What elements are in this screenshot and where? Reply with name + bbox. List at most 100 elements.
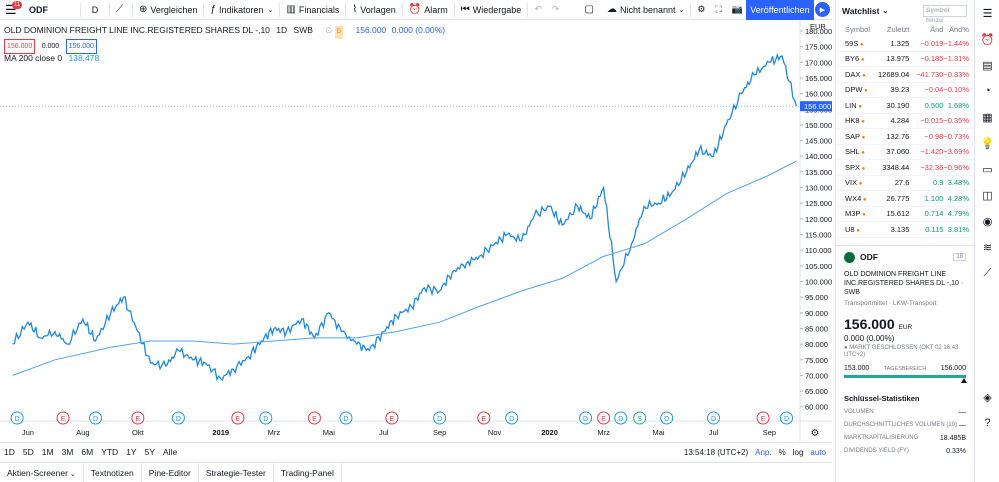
watchlist-row[interactable]: U8 ● 3.135 0.115 3.81% [836, 222, 973, 238]
publish-button[interactable]: Veröffentlichen [746, 0, 814, 20]
bottom-tab[interactable]: Aktien-Screener ⌄ [0, 462, 84, 482]
row-last: 27.6 [894, 178, 910, 188]
watchlist-row[interactable]: WX4 ● 26.775 1.100 4.28% [836, 191, 973, 207]
dividend-marker [505, 411, 519, 425]
right-toolbar: ☰ ⏰ ▤ ◔ ▦ 💡 ▭ ◫ ◉ ≋ ⟋ ◈? [974, 0, 999, 482]
market-status: ● MARKT GESCHLOSSEN (OKT 02 16:43 UTC+2) [844, 345, 959, 358]
watchlist-row[interactable]: DPW ● 39.23 −0.04 −0.10% [836, 83, 973, 98]
plus-circle-icon: ⊕ [139, 4, 148, 15]
timeframe-5d[interactable]: 5D [22, 446, 34, 457]
percent-toggle[interactable]: % [778, 447, 786, 457]
play-button[interactable]: ▶ [815, 2, 830, 17]
timeframe-6m[interactable]: 6M [81, 446, 94, 457]
layout-button[interactable]: ▢ [580, 0, 602, 20]
watchlist-row[interactable]: SAP ● 132.76 −0.98 −0.73% [836, 129, 973, 145]
timeframe-5y[interactable]: 5Y [144, 446, 155, 457]
ask-pill[interactable]: 156.000 [65, 39, 97, 54]
alarm-clock-icon[interactable]: ⏰ [980, 33, 995, 46]
bottom-tab[interactable]: Strategie-Tester [199, 462, 274, 482]
calendar-icon[interactable]: ▦ [982, 111, 993, 124]
chart-area[interactable]: 60.000 65.000 70.000 75.000 80.000 85.000 90.0… [0, 21, 832, 441]
status-dot-icon: ● [859, 119, 865, 126]
col-symbol[interactable]: Symbol [845, 24, 871, 34]
fullscreen-button[interactable]: ⛶ [710, 0, 726, 20]
layers-icon[interactable]: ◈ [983, 391, 992, 404]
snapshot-button[interactable]: 📷 [727, 0, 748, 20]
timeframe-alle[interactable]: Alle [163, 446, 178, 457]
watchlist-row[interactable]: BY6 ● 13.975 −0.185 −1.31% [836, 52, 973, 67]
replay-button[interactable]: ⏮ Wiedergabe [456, 0, 527, 20]
watchlist-row[interactable]: VIX ● 27.6 0.9 3.48% [836, 176, 973, 191]
row-last: 1.325 [890, 38, 910, 48]
auto-toggle[interactable]: auto [810, 447, 826, 457]
col-change[interactable]: Änd [930, 24, 944, 34]
col-last[interactable]: Zuletzt [886, 24, 910, 34]
timeframe-ytd[interactable]: YTD [101, 446, 119, 457]
chat-icon[interactable]: ▭ [982, 163, 993, 176]
detail-sector[interactable]: Transportmittel · LKW-Transport [844, 300, 937, 307]
interval-select[interactable]: D [91, 4, 99, 15]
price-chart[interactable]: 60.000 65.000 70.000 75.000 80.000 85.000 90.0… [0, 21, 832, 441]
col-change-pct[interactable]: Änd% [949, 24, 970, 34]
watchlist-row[interactable]: 59S ● 1.325 −0.019 −1.44% [836, 36, 973, 52]
indicators-button[interactable]: ƒ Indikatoren ⌄ [205, 0, 278, 20]
symbol-search[interactable]: ODF [29, 4, 48, 15]
ma-label: MA 200 close 0 [4, 53, 63, 63]
status-dot-icon: ● [860, 72, 866, 79]
signal-icon[interactable]: ≋ [982, 241, 993, 254]
watchlist-row[interactable]: LIN ● 30.190 0.500 1.68% [836, 98, 973, 114]
hotlist-icon[interactable]: ◔ [984, 85, 991, 97]
menu-button[interactable]: ☰ 11 [0, 0, 24, 20]
status-dot-icon: ● [862, 88, 868, 95]
currency-label: EUR [810, 22, 826, 31]
undo-button[interactable]: ↶ [529, 0, 547, 20]
redo-button[interactable]: ↷ [547, 0, 565, 20]
streams-icon[interactable]: ◉ [982, 215, 993, 228]
legend-change: 0.000 (0.00%) [391, 25, 446, 35]
y-tick-label: 180.000 [805, 27, 832, 36]
compare-button[interactable]: ⊕ Vergleichen [134, 0, 202, 20]
templates-button[interactable]: ⌇ Vorlagen [347, 0, 400, 20]
help-icon[interactable]: ? [984, 417, 991, 429]
adjust-toggle[interactable]: Anp. [755, 447, 772, 457]
bottom-tab[interactable]: Trading-Panel [274, 462, 342, 482]
chart-style-button[interactable]: ⟋ [111, 0, 131, 20]
layout-name-button[interactable]: ☁ Nicht benannt ⌄ [602, 0, 689, 20]
row-change: −41.730 [916, 69, 944, 79]
spread-value: 0.000 [41, 43, 60, 50]
calendar-icon[interactable]: 18 [953, 253, 966, 261]
ideas-icon[interactable]: 💡 [980, 137, 995, 150]
chevron-down-icon[interactable]: ⌄ [882, 8, 889, 15]
watchlist-row[interactable]: M3P ● 15.612 0.714 4.79% [836, 207, 973, 222]
bid-pill[interactable]: 156.000 [4, 39, 36, 54]
settings-button[interactable]: ⚙ [692, 0, 710, 20]
data-window-icon[interactable]: ▤ [982, 59, 993, 72]
chevron-down-icon: ⌄ [678, 6, 685, 14]
watchlist-row[interactable]: SHL ● 37.060 −1.420 −3.69% [836, 145, 973, 160]
timeframe-1y[interactable]: 1Y [126, 446, 137, 457]
event-marker-label: E [61, 416, 66, 423]
timeframe-1m[interactable]: 1M [41, 446, 54, 457]
list-icon[interactable]: ☰ [982, 7, 993, 20]
eye-icon[interactable]: ⊙ [325, 25, 333, 35]
watchlist-title[interactable]: Watchlist [842, 6, 880, 16]
company-logo [844, 251, 855, 263]
log-toggle[interactable]: log [792, 447, 804, 457]
row-change-pct: 1.68% [947, 100, 970, 110]
alert-button[interactable]: ⏰ Alarm [404, 0, 453, 20]
trend-icon[interactable]: ⟋ [983, 266, 992, 279]
comments-icon[interactable]: ◫ [982, 189, 993, 202]
watchlist-row[interactable]: SPX ● 3348.44 −32.36 −0.96% [836, 160, 973, 176]
detail-price-value: 156.000 [844, 316, 895, 332]
event-marker-label: D [93, 416, 98, 423]
x-tick-label: 2020 [541, 428, 558, 437]
timeframe-3m[interactable]: 3M [61, 446, 74, 457]
bottom-tab[interactable]: Textnotizen [84, 462, 142, 482]
add-symbol-input[interactable]: Symbol hinzu [923, 5, 967, 24]
watchlist-row[interactable]: DAX ● 12689.04 −41.730 −0.33% [836, 67, 973, 83]
bottom-tab[interactable]: Pine-Editor [142, 462, 199, 482]
timeframe-1d[interactable]: 1D [4, 446, 15, 457]
watchlist-row[interactable]: HK8 ● 4.284 −0.015 −0.35% [836, 114, 973, 129]
row-change-pct: −0.35% [943, 116, 970, 126]
financials-button[interactable]: ▥ Financials [281, 0, 344, 20]
